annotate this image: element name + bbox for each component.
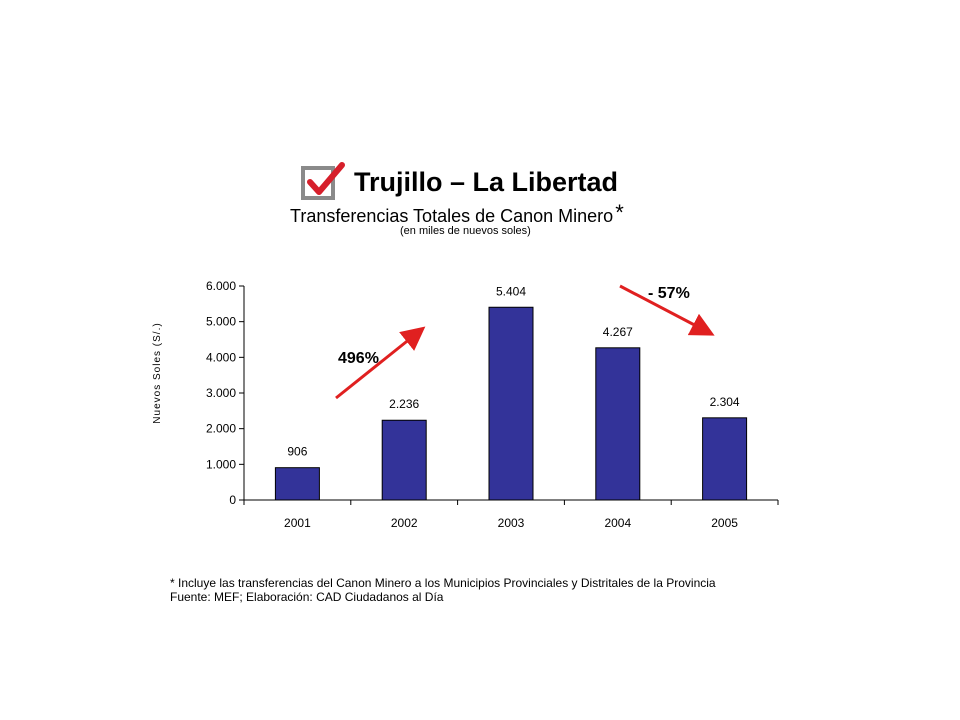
x-tick-label: 2004 <box>604 516 631 530</box>
decline-arrow-down <box>619 284 715 336</box>
growth-arrow-up <box>335 326 426 400</box>
y-tick-label: 3.000 <box>206 386 236 400</box>
checkbox-check-icon <box>301 162 345 200</box>
x-tick-label: 2001 <box>284 516 311 530</box>
chart-subtitle: Transferencias Totales de Canon Minero* <box>290 200 624 227</box>
data-label: 5.404 <box>496 284 526 298</box>
title-row: Trujillo – La Libertad <box>300 162 618 202</box>
x-tick-label: 2005 <box>711 516 738 530</box>
bar <box>488 306 534 501</box>
y-tick-label: 4.000 <box>206 350 236 364</box>
data-label: 2.304 <box>710 395 740 409</box>
footnote-source: Fuente: MEF; Elaboración: CAD Ciudadanos… <box>170 590 444 604</box>
annotation-label: 496% <box>338 350 379 367</box>
footnote: * Incluye las transferencias del Canon M… <box>170 576 716 604</box>
x-tick-label: 2002 <box>391 516 418 530</box>
data-label: 2.236 <box>389 397 419 411</box>
x-tick-label: 2003 <box>498 516 525 530</box>
page-title: Trujillo – La Libertad <box>354 166 619 197</box>
bar <box>381 419 427 501</box>
subtitle-marker: * <box>615 200 624 225</box>
y-tick-label: 0 <box>229 493 236 507</box>
y-tick-label: 1.000 <box>206 457 236 471</box>
annotation-label: - 57% <box>648 285 690 302</box>
y-tick-label: 6.000 <box>206 279 236 293</box>
subtitle-text: Transferencias Totales de Canon Minero <box>290 206 614 226</box>
y-tick-label: 5.000 <box>206 315 236 329</box>
bar <box>702 417 748 501</box>
data-label: 906 <box>287 445 307 459</box>
bar <box>595 347 641 501</box>
bar <box>274 467 320 501</box>
footnote-note: * Incluye las transferencias del Canon M… <box>170 576 716 590</box>
y-axis-label: Nuevos Soles (S/.) <box>152 322 163 423</box>
units-label: (en miles de nuevos soles) <box>400 225 531 237</box>
data-label: 4.267 <box>603 325 633 339</box>
y-tick-label: 2.000 <box>206 422 236 436</box>
